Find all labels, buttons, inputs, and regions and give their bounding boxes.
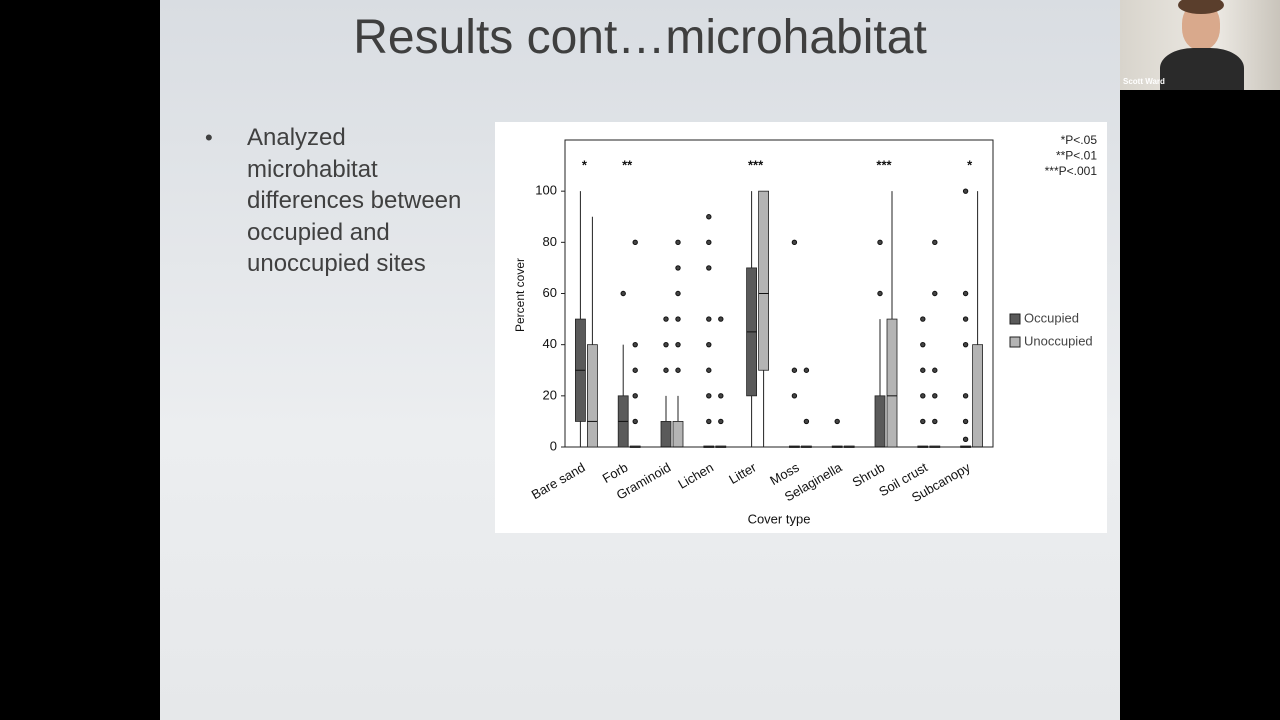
hair — [1178, 0, 1224, 14]
outlier — [962, 436, 969, 443]
y-tick-label: 20 — [543, 387, 557, 402]
significance: * — [582, 157, 588, 172]
annotation: **P<.01 — [1056, 149, 1097, 163]
outlier — [791, 239, 798, 246]
outlier — [620, 290, 626, 297]
outlier — [877, 239, 883, 246]
x-axis-label: Cover type — [748, 511, 811, 526]
y-tick-label: 100 — [535, 183, 557, 198]
outlier — [962, 341, 969, 348]
outlier — [718, 316, 724, 322]
significance: *** — [876, 157, 892, 172]
outlier — [675, 239, 681, 246]
y-axis-label: Percent cover — [513, 258, 527, 332]
annotation: ***P<.001 — [1045, 164, 1098, 178]
box — [660, 421, 672, 448]
participant-name: Scott Ward — [1123, 77, 1165, 86]
y-tick-label: 0 — [550, 438, 557, 453]
outlier — [663, 316, 669, 322]
outlier — [675, 367, 681, 373]
outlier — [920, 341, 926, 348]
outlier — [675, 316, 681, 322]
legend-label: Unoccupied — [1024, 333, 1093, 348]
box — [874, 395, 886, 448]
outlier — [932, 418, 938, 425]
outlier — [962, 290, 969, 297]
outlier — [675, 265, 681, 271]
outlier — [632, 239, 638, 246]
outlier — [706, 341, 712, 348]
outlier — [962, 188, 969, 194]
box — [886, 318, 898, 448]
outlier — [675, 341, 681, 348]
outlier — [803, 367, 810, 373]
y-tick-label: 80 — [543, 234, 557, 249]
outlier — [718, 418, 724, 425]
legend-swatch — [1009, 313, 1021, 325]
outlier — [791, 393, 798, 399]
outlier — [962, 418, 969, 425]
slide-title: Results cont…microhabitat — [353, 11, 927, 64]
outlier — [706, 367, 712, 373]
outlier — [706, 214, 712, 220]
shirt — [1160, 48, 1244, 90]
outlier — [632, 341, 638, 348]
outlier — [932, 393, 938, 399]
outlier — [675, 290, 681, 297]
outlier — [803, 418, 810, 425]
outlier — [663, 367, 669, 373]
outlier — [920, 367, 926, 373]
outlier — [962, 316, 969, 322]
box — [972, 344, 983, 448]
outlier — [632, 393, 638, 399]
y-tick-label: 60 — [543, 285, 557, 300]
outlier — [791, 367, 798, 373]
legend-swatch — [1009, 336, 1021, 348]
box — [672, 421, 684, 448]
outlier — [718, 393, 724, 399]
outlier — [706, 316, 712, 322]
outlier — [920, 393, 926, 399]
significance: * — [967, 157, 973, 172]
outlier — [706, 418, 712, 425]
outlier — [706, 265, 712, 271]
outlier — [932, 239, 938, 246]
outlier — [920, 316, 926, 322]
bullet-text: Analyzed microhabitat differences betwee… — [247, 124, 462, 277]
significance: ** — [622, 157, 633, 172]
annotation: *P<.05 — [1061, 133, 1098, 147]
video-tile: Scott Ward — [1120, 0, 1280, 90]
outlier — [920, 418, 926, 425]
outlier — [962, 393, 969, 399]
y-tick-label: 40 — [543, 336, 557, 351]
outlier — [632, 367, 638, 373]
chart-background — [495, 122, 1107, 533]
bullet-dot: • — [205, 125, 213, 150]
box — [758, 190, 769, 371]
outlier — [834, 418, 840, 425]
box — [587, 344, 598, 448]
outlier — [663, 341, 669, 348]
significance: *** — [748, 157, 764, 172]
outlier — [706, 239, 712, 246]
outlier — [706, 393, 712, 399]
outlier — [932, 367, 938, 373]
legend-label: Occupied — [1024, 310, 1079, 325]
outlier — [877, 290, 883, 297]
outlier — [632, 418, 638, 425]
outlier — [932, 290, 938, 297]
